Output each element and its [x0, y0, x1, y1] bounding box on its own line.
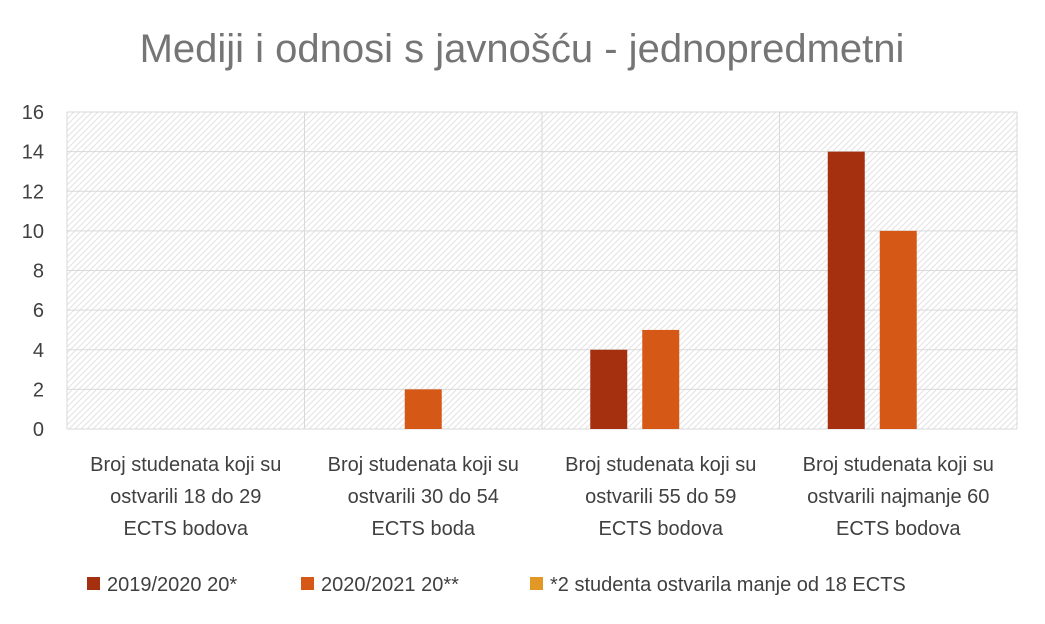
- x-category-label: ECTS bodova: [836, 518, 961, 540]
- x-category-label: Broj studenata koji su: [90, 454, 281, 476]
- y-tick-label: 2: [33, 379, 44, 401]
- bar: [879, 230, 917, 429]
- x-category-label: ostvarili 55 do 59: [585, 486, 736, 508]
- legend-label: *2 studenta ostvarila manje od 18 ECTS: [550, 574, 906, 596]
- x-category-label: Broj studenata koji su: [803, 454, 994, 476]
- bar: [590, 349, 628, 429]
- x-category-label: ECTS bodova: [598, 518, 723, 540]
- x-category-label: ostvarili 30 do 54: [348, 486, 499, 508]
- y-tick-label: 10: [22, 221, 44, 243]
- legend-label: 2020/2021 20**: [321, 574, 459, 596]
- y-tick-label: 6: [33, 300, 44, 322]
- bar: [642, 329, 680, 429]
- y-tick-label: 16: [22, 102, 44, 124]
- x-category-label: ostvarili najmanje 60: [807, 486, 989, 508]
- y-tick-label: 4: [33, 340, 44, 362]
- x-category-label: ECTS bodova: [123, 518, 248, 540]
- x-category-label: ECTS boda: [372, 518, 476, 540]
- x-category-label: Broj studenata koji su: [565, 454, 756, 476]
- legend-swatch: [301, 577, 314, 590]
- bar: [404, 389, 442, 429]
- y-tick-label: 12: [22, 181, 44, 203]
- y-tick-label: 0: [33, 419, 44, 441]
- y-tick-label: 14: [22, 142, 44, 164]
- legend-swatch: [87, 577, 100, 590]
- bar: [827, 151, 865, 429]
- chart-title: Mediji i odnosi s javnošću - jednopredme…: [140, 27, 905, 71]
- y-tick-label: 8: [33, 261, 44, 283]
- x-category-label: Broj studenata koji su: [328, 454, 519, 476]
- legend-swatch: [530, 577, 543, 590]
- legend-label: 2019/2020 20*: [107, 574, 237, 596]
- x-category-label: ostvarili 18 do 29: [110, 486, 261, 508]
